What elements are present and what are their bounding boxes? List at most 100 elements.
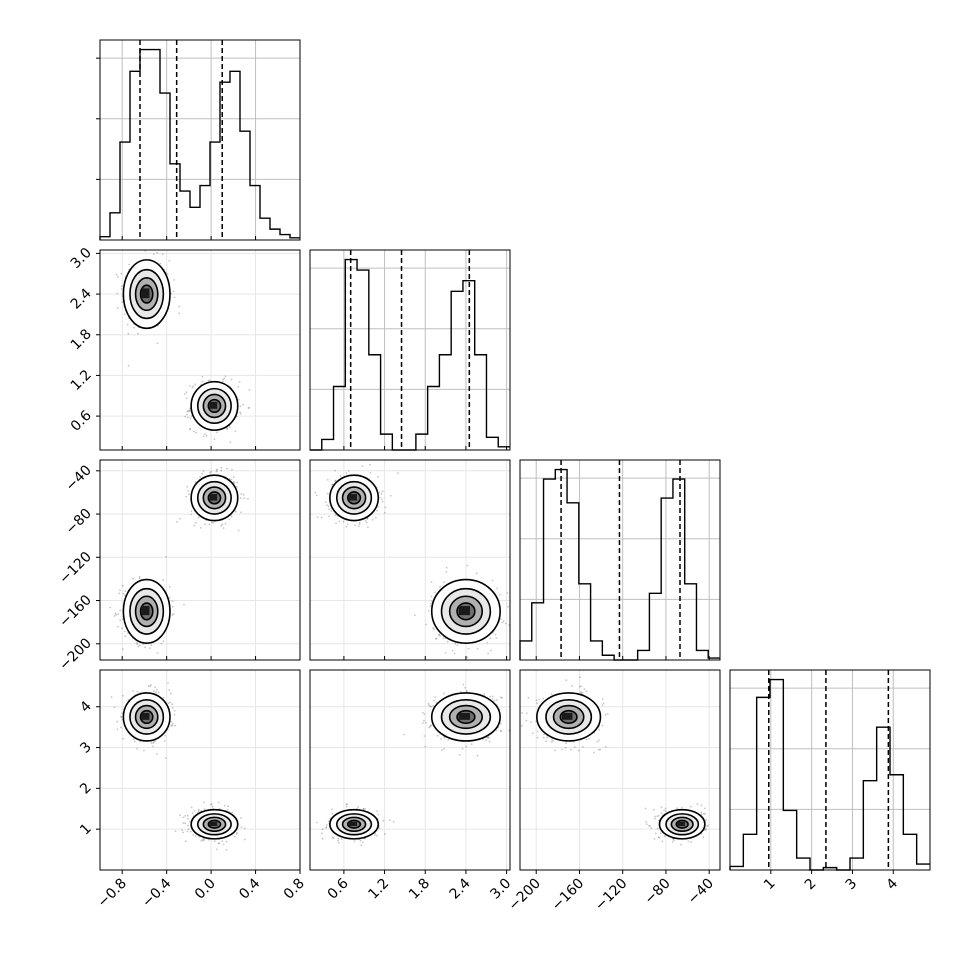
scatter-point (137, 645, 140, 648)
scatter-point (451, 649, 454, 652)
scatter-point (150, 742, 153, 745)
scatter-point (443, 692, 445, 695)
scatter-point (689, 805, 692, 808)
scatter-point (430, 595, 433, 598)
scatter-point (454, 642, 457, 645)
density-peak (141, 606, 150, 616)
scatter-point (225, 840, 228, 843)
scatter-point (123, 313, 126, 316)
scatter-point (495, 699, 498, 702)
scatter-point (133, 738, 135, 741)
scatter-point (197, 810, 200, 813)
scatter-point (239, 405, 242, 408)
scatter-point (186, 814, 189, 817)
scatter-point (234, 510, 237, 513)
scatter-point (222, 378, 225, 381)
scatter-point (156, 688, 158, 691)
scatter-point (696, 803, 699, 806)
scatter-point (144, 646, 147, 649)
density-peak (141, 712, 150, 720)
scatter-point (491, 698, 494, 700)
scatter-point (183, 603, 185, 606)
scatter-point (384, 833, 386, 835)
scatter-point (215, 848, 218, 851)
scatter-point (151, 745, 154, 748)
scatter-point (127, 332, 130, 335)
scatter-point (381, 500, 384, 503)
scatter-point (150, 644, 153, 646)
scatter-point (604, 713, 607, 716)
scatter-point (247, 497, 249, 500)
scatter-point (168, 259, 171, 262)
scatter-point (330, 510, 333, 512)
scatter-point (173, 279, 176, 281)
scatter-point (178, 305, 180, 308)
scatter-point (240, 826, 243, 828)
scatter-point (466, 656, 469, 659)
scatter-point (189, 428, 192, 431)
scatter-point (315, 494, 318, 497)
scatter-point (192, 385, 195, 387)
scatter-point (239, 411, 242, 414)
scatter-point (173, 296, 176, 299)
scatter-point (186, 416, 189, 419)
scatter-point (325, 501, 327, 504)
scatter-point (212, 522, 215, 524)
scatter-point (167, 702, 170, 704)
scatter-point (453, 652, 456, 655)
scatter-point (172, 613, 175, 615)
scatter-point (345, 525, 348, 528)
scatter-point (331, 812, 334, 815)
scatter-point (193, 524, 196, 527)
scatter-point (211, 521, 213, 524)
scatter-point (525, 712, 528, 715)
scatter-point (229, 426, 231, 429)
scatter-point (222, 843, 225, 846)
scatter-point (157, 691, 160, 694)
scatter-point (166, 273, 169, 275)
scatter-point (161, 253, 164, 256)
scatter-point (491, 695, 494, 698)
scatter-point (326, 504, 328, 506)
scatter-point (326, 492, 329, 495)
scatter-point (240, 817, 243, 819)
scatter-point (489, 637, 492, 640)
scatter-point (598, 739, 600, 742)
scatter-point (458, 753, 461, 756)
scatter-point (186, 410, 189, 413)
scatter-point (423, 735, 426, 737)
scatter-point (360, 844, 363, 846)
scatter-point (156, 251, 159, 254)
panel-1-1 (309, 249, 511, 451)
scatter-point (203, 808, 206, 811)
scatter-point (187, 490, 190, 492)
scatter-point (182, 822, 185, 824)
scatter-point (502, 620, 505, 622)
density-peak (458, 606, 470, 616)
scatter-point (247, 407, 250, 410)
scatter-point (189, 417, 192, 420)
scatter-point (671, 840, 674, 843)
density-peak (348, 494, 357, 501)
scatter-point (316, 821, 318, 824)
scatter-point (186, 485, 189, 488)
scatter-point (220, 469, 223, 472)
scatter-point (138, 576, 141, 578)
scatter-point (181, 829, 184, 832)
scatter-point (486, 641, 489, 644)
scatter-point (235, 833, 238, 835)
scatter-point (645, 823, 648, 826)
scatter-point (232, 476, 235, 479)
scatter-point (661, 840, 664, 843)
scatter-point (171, 703, 174, 706)
scatter-point (499, 696, 502, 699)
scatter-point (188, 493, 190, 496)
scatter-point (346, 803, 348, 806)
scatter-point (371, 519, 374, 521)
scatter-point (550, 740, 553, 743)
scatter-point (366, 518, 369, 520)
scatter-point (357, 806, 359, 808)
scatter-point (167, 682, 169, 684)
scatter-point (380, 498, 383, 500)
scatter-point (223, 804, 226, 807)
